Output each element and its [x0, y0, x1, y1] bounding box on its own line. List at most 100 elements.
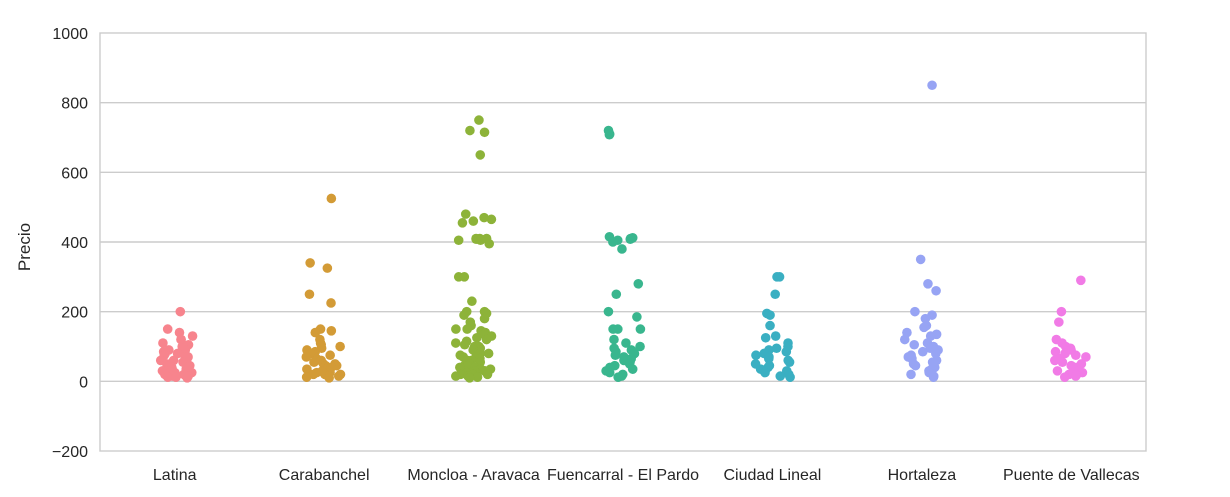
data-point — [464, 373, 475, 383]
data-point — [472, 332, 482, 343]
data-point — [182, 373, 192, 383]
data-point — [781, 346, 792, 357]
data-point — [450, 338, 461, 348]
data-point — [459, 272, 470, 282]
data-point — [175, 306, 186, 317]
data-point — [760, 332, 771, 343]
data-point — [927, 80, 937, 91]
data-point — [765, 320, 775, 331]
data-point — [486, 214, 497, 225]
data-point — [483, 348, 494, 359]
data-point — [763, 353, 774, 364]
data-point — [324, 373, 334, 383]
data-point — [609, 334, 619, 345]
data-point — [326, 298, 336, 308]
data-point — [760, 367, 770, 378]
data-point — [784, 357, 795, 367]
x-tick-label: Carabanchel — [279, 467, 370, 484]
x-tick-label: Latina — [153, 467, 197, 484]
data-point — [162, 372, 173, 382]
data-point — [459, 339, 470, 350]
data-point — [621, 338, 631, 348]
data-point — [909, 339, 920, 350]
data-point — [1076, 275, 1086, 286]
x-tick-label: Moncloa - Aravaca — [407, 467, 540, 484]
data-point — [479, 313, 490, 324]
data-point — [451, 324, 461, 334]
data-point — [928, 372, 939, 382]
data-point — [1057, 357, 1068, 367]
data-point — [335, 341, 345, 352]
data-point — [162, 324, 173, 334]
gridlines — [100, 101, 1146, 383]
x-tick-label: Hortaleza — [888, 467, 957, 484]
data-point — [451, 371, 461, 381]
data-point — [1054, 317, 1064, 327]
data-point — [468, 216, 479, 226]
data-point — [455, 362, 465, 373]
data-point — [635, 324, 646, 334]
data-point — [910, 306, 920, 317]
data-point — [633, 279, 644, 289]
data-point — [915, 254, 926, 265]
data-point — [302, 364, 312, 374]
data-point — [459, 310, 469, 320]
data-point — [305, 258, 315, 268]
data-point — [919, 322, 929, 333]
data-point — [604, 367, 615, 378]
y-tick-label: 0 — [79, 374, 88, 391]
y-tick-label: 400 — [61, 235, 88, 252]
data-point — [465, 125, 475, 136]
data-point — [613, 372, 623, 382]
data-point — [770, 289, 781, 300]
data-points — [155, 80, 1091, 383]
data-point — [1056, 306, 1067, 317]
data-point — [326, 193, 337, 204]
data-point — [453, 235, 464, 246]
data-point — [899, 334, 910, 345]
data-point — [460, 209, 471, 219]
data-point — [333, 371, 344, 381]
data-point — [462, 360, 473, 371]
y-tick-label: −200 — [52, 444, 88, 461]
x-tick-labels: Latina Carabanchel Moncloa - Aravaca Fuenca… — [153, 467, 1140, 484]
data-point — [301, 352, 312, 362]
data-point — [906, 369, 916, 380]
data-point — [625, 234, 636, 245]
data-point — [1081, 352, 1091, 362]
data-point — [472, 372, 483, 382]
data-point — [187, 331, 198, 341]
data-point — [635, 341, 645, 352]
data-point — [325, 350, 335, 361]
y-axis-label: Precio — [15, 223, 34, 271]
y-tick-label: 800 — [61, 96, 88, 113]
data-point — [481, 334, 492, 345]
data-point — [1059, 372, 1070, 382]
data-point — [304, 289, 315, 300]
data-point — [632, 312, 642, 322]
data-point — [917, 346, 928, 357]
data-point — [457, 218, 468, 228]
x-tick-label: Fuencarral - El Pardo — [547, 467, 699, 484]
data-point — [475, 150, 486, 160]
data-point — [326, 326, 337, 336]
data-point — [475, 235, 486, 246]
data-point — [627, 364, 638, 374]
data-point — [322, 263, 333, 273]
data-point — [1049, 355, 1060, 366]
data-point — [608, 324, 618, 334]
data-point — [770, 331, 781, 341]
data-point — [910, 360, 921, 371]
data-point — [309, 357, 319, 367]
y-tick-label: 200 — [61, 305, 88, 322]
data-point — [1050, 346, 1061, 357]
data-point — [1070, 371, 1081, 381]
data-point — [603, 306, 614, 317]
data-point — [930, 348, 941, 359]
data-point — [1052, 366, 1063, 376]
data-point — [751, 350, 761, 361]
data-point — [771, 343, 782, 354]
data-point — [931, 285, 941, 296]
data-point — [479, 212, 489, 223]
